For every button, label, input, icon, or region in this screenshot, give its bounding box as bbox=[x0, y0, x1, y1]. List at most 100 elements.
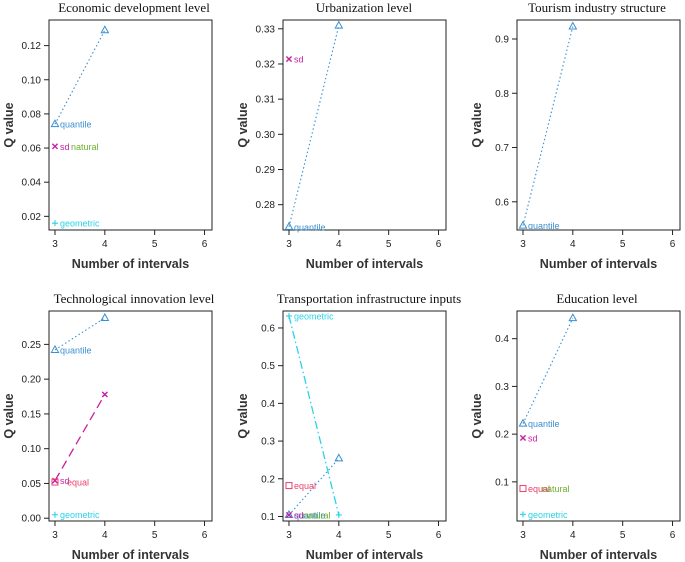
y-tick-label: 0.10 bbox=[22, 444, 42, 455]
y-tick-label: 0.7 bbox=[495, 143, 509, 154]
y-tick-label: 0.2 bbox=[495, 430, 509, 441]
series-line-quantile bbox=[54, 317, 106, 351]
y-tick-label: 0.1 bbox=[261, 512, 275, 523]
x-tick-label: 4 bbox=[102, 239, 108, 250]
series-line-geometric bbox=[288, 315, 340, 516]
y-tick-label: 0.12 bbox=[22, 41, 42, 52]
x-tick-label: 5 bbox=[620, 239, 626, 250]
point-label-sd: sd bbox=[294, 510, 304, 520]
x-tick-label: 3 bbox=[286, 239, 292, 250]
point-label-sd: sd bbox=[528, 433, 538, 443]
x-tick-label: 4 bbox=[570, 530, 576, 541]
x-tick-label: 3 bbox=[520, 239, 526, 250]
point-label-natural: natural bbox=[71, 142, 99, 152]
series-line-quantile bbox=[288, 25, 340, 227]
series-line-quantile bbox=[522, 317, 574, 424]
chart-title: Urbanization level bbox=[316, 0, 413, 15]
point-label-geometric: geometric bbox=[60, 219, 100, 229]
y-tick-label: 0.05 bbox=[22, 479, 42, 490]
y-tick-label: 0.15 bbox=[22, 409, 42, 420]
x-tick-label: 6 bbox=[436, 239, 442, 250]
point-marker-quantile bbox=[100, 312, 110, 321]
point-marker-quantile bbox=[334, 20, 344, 29]
point-marker-equal bbox=[285, 482, 293, 490]
chart-panel: Transportation infrastructure inputs 3 4 5 6… bbox=[236, 291, 461, 562]
y-axis-label: Q value bbox=[2, 393, 16, 438]
y-tick-label: 0.5 bbox=[261, 361, 275, 372]
x-tick-label: 6 bbox=[202, 530, 208, 541]
point-marker-equal bbox=[519, 485, 527, 493]
point-marker-sd bbox=[285, 55, 293, 63]
y-tick-label: 0.2 bbox=[261, 474, 275, 485]
x-axis-label: Number of intervals bbox=[72, 548, 189, 562]
point-label-sd: sd bbox=[60, 142, 70, 152]
plot-frame bbox=[282, 310, 447, 522]
point-label-natural: natural bbox=[542, 484, 570, 494]
point-marker-geometric bbox=[519, 511, 526, 518]
x-axis-label: Number of intervals bbox=[72, 257, 189, 271]
point-marker-quantile bbox=[518, 220, 528, 229]
point-marker-geometric bbox=[51, 220, 58, 227]
y-tick-label: 0.31 bbox=[256, 95, 276, 106]
point-label-sd: sd bbox=[294, 55, 304, 65]
x-tick-label: 3 bbox=[52, 530, 58, 541]
point-marker-sd bbox=[101, 391, 108, 398]
point-label-quantile: quantile bbox=[528, 221, 560, 231]
point-marker-sd bbox=[51, 143, 59, 150]
point-label-quantile: quantile bbox=[294, 510, 326, 520]
point-marker-quantile bbox=[568, 313, 578, 322]
y-tick-label: 0.32 bbox=[256, 59, 276, 70]
point-marker-quantile bbox=[284, 221, 294, 230]
point-marker-sd bbox=[285, 511, 293, 519]
x-tick-label: 6 bbox=[436, 530, 442, 541]
point-label-equal: equal bbox=[294, 481, 316, 491]
y-tick-label: 0.4 bbox=[495, 334, 509, 345]
x-tick-label: 5 bbox=[386, 239, 392, 250]
point-marker-quantile bbox=[334, 453, 344, 462]
point-marker-sd bbox=[519, 434, 527, 442]
x-axis-label: Number of intervals bbox=[306, 548, 423, 562]
y-tick-label: 0.10 bbox=[22, 75, 42, 86]
y-tick-label: 0.9 bbox=[495, 34, 509, 45]
y-axis-label: Q value bbox=[236, 102, 250, 147]
point-label-geometric: geometric bbox=[294, 311, 334, 321]
plot-frame bbox=[516, 19, 681, 231]
chart-title: Technological innovation level bbox=[54, 291, 215, 306]
y-axis-label: Q value bbox=[470, 393, 484, 438]
chart-panel: Economic development level 3 4 5 6 0.02 0.04 0.… bbox=[2, 0, 213, 271]
y-tick-label: 0.20 bbox=[22, 375, 42, 386]
x-tick-label: 4 bbox=[336, 530, 342, 541]
point-marker-quantile bbox=[100, 25, 110, 34]
point-marker-quantile bbox=[50, 344, 60, 353]
series-line-quantile bbox=[288, 458, 340, 516]
x-tick-label: 6 bbox=[670, 530, 676, 541]
x-tick-label: 4 bbox=[102, 530, 108, 541]
chart-title: Transportation infrastructure inputs bbox=[277, 291, 461, 306]
chart-panel: Technological innovation level 3 4 5 6 0.00 0.… bbox=[2, 291, 215, 562]
y-tick-label: 0.3 bbox=[261, 437, 275, 448]
x-axis-label: Number of intervals bbox=[540, 548, 657, 562]
x-tick-label: 5 bbox=[620, 530, 626, 541]
x-tick-label: 4 bbox=[570, 239, 576, 250]
point-marker-quantile bbox=[284, 509, 294, 518]
x-tick-label: 3 bbox=[286, 530, 292, 541]
point-marker-quantile bbox=[518, 418, 528, 427]
y-tick-label: 0.33 bbox=[256, 24, 276, 35]
y-tick-label: 0.04 bbox=[22, 178, 42, 189]
chart-panel: Tourism industry structure 3 4 5 6 0.6 0.7 0.8 0… bbox=[470, 0, 681, 271]
chart-title: Tourism industry structure bbox=[528, 0, 666, 15]
plot-frame bbox=[48, 19, 213, 231]
point-marker-equal bbox=[51, 478, 59, 486]
y-axis-label: Q value bbox=[236, 393, 250, 438]
x-tick-label: 3 bbox=[52, 239, 58, 250]
series-line-sd bbox=[54, 394, 106, 481]
y-tick-label: 0.00 bbox=[22, 514, 42, 525]
y-tick-label: 0.06 bbox=[22, 144, 42, 155]
x-tick-label: 4 bbox=[336, 239, 342, 250]
x-tick-label: 5 bbox=[152, 530, 158, 541]
y-tick-label: 0.08 bbox=[22, 109, 42, 120]
chart-panel: Education level 3 4 5 6 0.1 0.2 0.3 0.4 Number of… bbox=[470, 291, 681, 562]
y-axis-label: Q value bbox=[470, 102, 484, 147]
point-label-quantile: quantile bbox=[294, 222, 326, 232]
y-tick-label: 0.29 bbox=[256, 165, 276, 176]
